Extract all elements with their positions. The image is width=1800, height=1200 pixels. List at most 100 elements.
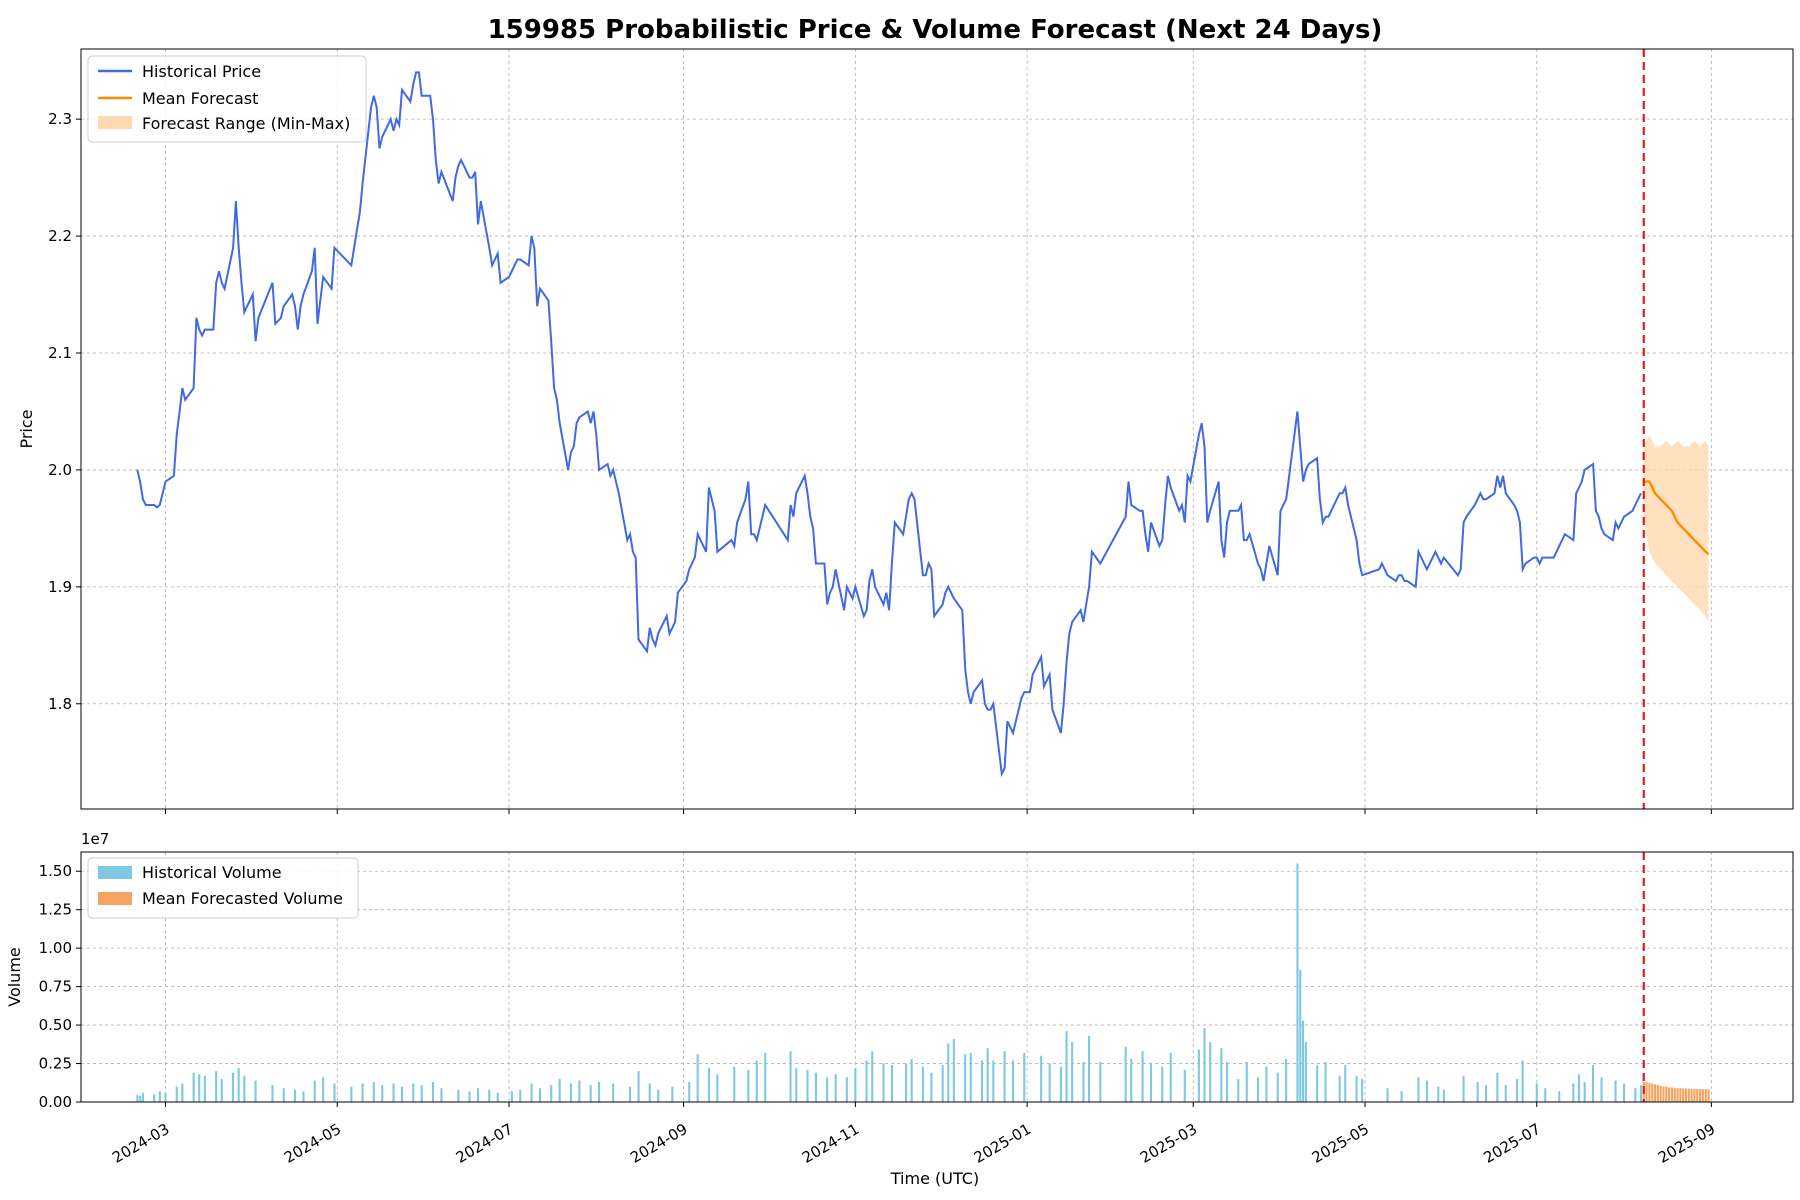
historical-volume-bar [1065,1031,1068,1102]
historical-volume-bar [671,1086,674,1102]
historical-volume-bar [1169,1052,1172,1102]
historical-volume-bar [1344,1065,1347,1102]
historical-volume-bar [871,1051,874,1102]
historical-volume-bar [1220,1048,1223,1102]
historical-volume-bar [648,1083,651,1102]
price-plot-frame [80,48,1794,810]
volume-y-tick-label: 0.00 [39,1093,72,1111]
forecast-range-band [1643,434,1709,622]
historical-volume-bar [755,1060,758,1102]
historical-volume-bar [1040,1055,1043,1102]
volume-y-tick-label: 1.00 [39,939,72,957]
historical-volume-bar [1023,1052,1026,1102]
historical-volume-bar [688,1082,691,1102]
historical-volume-bar [1226,1062,1229,1102]
historical-volume-bar [1237,1078,1240,1102]
historical-volume-bar [1592,1065,1595,1102]
historical-volume-bar [969,1052,972,1102]
historical-volume-bar [1338,1075,1341,1102]
historical-volume-bar [1141,1051,1144,1102]
historical-volume-bar [589,1085,592,1102]
historical-volume-bar [1265,1066,1268,1102]
forecast-volume-bar [1670,1087,1674,1102]
x-tick-label: 2024-05 [281,1120,344,1167]
historical-volume-bar [1082,1062,1085,1102]
historical-volume-bar [400,1086,404,1102]
historical-volume-bar [1496,1072,1499,1102]
historical-volume-bar [1124,1046,1127,1102]
historical-volume-bar [1316,1065,1319,1102]
historical-volume-bar [322,1077,325,1102]
historical-volume-bar [1183,1069,1186,1102]
forecast-volume-bar [1690,1088,1693,1102]
historical-volume-bar [941,1065,944,1102]
historical-volume-bar [1639,1085,1643,1102]
historical-price-line [136,71,1642,778]
forecast-volume-bar [1673,1088,1676,1102]
historical-volume-bar [1296,863,1299,1102]
volume-panel: 0.000.250.500.751.001.251.50 2024-03 2024… [5,830,1794,1188]
historical-volume-bar [834,1074,837,1102]
historical-volume-bar [1634,1088,1637,1102]
volume-legend: Historical Volume Mean Forecasted Volume [87,857,359,919]
historical-volume-bar [854,1068,857,1102]
historical-volume-bar [733,1066,736,1102]
historical-volume-bar [981,1060,984,1102]
historical-volume-bar [1324,1062,1327,1102]
historical-volume-bar [282,1088,285,1102]
price-gridlines [81,49,1793,809]
historical-volume-bar [964,1054,967,1102]
historical-volume-bar [1425,1080,1429,1102]
historical-volume-bar [431,1082,435,1102]
volume-y-tick-label: 1.50 [39,862,72,880]
x-tick-label: 2025-03 [1137,1120,1200,1167]
forecast-volume-bar [1656,1085,1659,1102]
historical-volume-bar [696,1054,699,1102]
historical-volume-bar [1504,1085,1507,1102]
price-y-tick-label: 2.2 [48,227,72,245]
historical-volume-bar [333,1083,336,1102]
legend-forecast-range-swatch [98,116,132,129]
legend-historical-volume-label: Historical Volume [142,863,282,882]
historical-volume-bar [845,1077,848,1102]
historical-volume-bars [136,863,1643,1102]
x-tick-label: 2024-11 [799,1120,862,1167]
historical-volume-bar [181,1083,184,1102]
volume-y-tick-label: 0.25 [39,1055,72,1073]
forecast-volume-bar [1707,1089,1710,1102]
historical-volume-bar [795,1068,798,1102]
x-tick-label: 2025-07 [1480,1120,1543,1167]
historical-volume-bar [806,1069,809,1102]
legend-forecast-range-label: Forecast Range (Min-Max) [142,114,350,133]
historical-volume-bar [192,1072,195,1102]
historical-volume-bar [905,1063,908,1102]
historical-volume-bar [175,1086,178,1102]
historical-volume-bar [1417,1077,1420,1102]
volume-plot-frame [80,851,1794,1103]
historical-volume-bar [569,1083,573,1102]
historical-volume-bar [1299,969,1302,1102]
historical-volume-bar [215,1071,218,1102]
historical-volume-bar [1012,1060,1015,1102]
historical-volume-bar [530,1083,533,1102]
historical-volume-bar [302,1091,305,1102]
historical-volume-bar [1130,1058,1133,1102]
historical-volume-bar [986,1048,989,1102]
x-tick-label: 2025-01 [971,1120,1034,1167]
historical-volume-bar [1521,1060,1524,1102]
historical-volume-bar [220,1078,223,1102]
historical-volume-bar [930,1072,933,1102]
volume-y-ticks: 0.00 0.25 0.50 0.75 1.00 1.25 1.50 [39,862,81,1111]
volume-y-tick-label: 1.25 [39,901,72,919]
forecast-volume-bar [1693,1088,1696,1102]
historical-volume-bar [254,1080,257,1102]
historical-volume-bar [164,1092,167,1102]
historical-volume-bar [1302,1020,1305,1102]
historical-volume-bar [910,1058,913,1102]
forecast-volume-bar [1696,1088,1699,1102]
volume-y-tick-label: 0.75 [39,978,72,996]
historical-volume-bar [1355,1075,1358,1102]
legend-mean-forecast-label: Mean Forecast [142,89,258,108]
historical-volume-bar [882,1063,885,1102]
historical-volume-bar [1476,1082,1479,1102]
